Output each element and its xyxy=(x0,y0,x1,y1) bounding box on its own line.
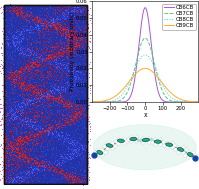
CB9CB xyxy=(142,67,145,70)
CB8CB xyxy=(194,101,196,103)
CB6CB xyxy=(197,101,199,103)
Ellipse shape xyxy=(97,150,103,155)
Y-axis label: Probability (arbitrary units): Probability (arbitrary units) xyxy=(70,12,75,91)
CB6CB xyxy=(175,101,177,103)
Ellipse shape xyxy=(187,153,193,157)
CB7CB xyxy=(96,101,99,103)
CB8CB xyxy=(144,54,146,56)
CB7CB xyxy=(140,43,142,46)
CB9CB xyxy=(194,101,197,103)
Ellipse shape xyxy=(106,144,113,147)
Ellipse shape xyxy=(166,143,173,146)
CB6CB xyxy=(140,27,142,29)
Ellipse shape xyxy=(142,138,149,142)
CB9CB xyxy=(194,101,196,103)
CB6CB xyxy=(194,101,196,103)
CB7CB xyxy=(144,37,146,39)
CB7CB xyxy=(197,101,199,103)
Ellipse shape xyxy=(93,125,196,170)
Ellipse shape xyxy=(130,137,137,141)
CB6CB xyxy=(91,101,93,103)
Ellipse shape xyxy=(117,139,124,143)
CB6CB xyxy=(96,101,99,103)
CB6CB xyxy=(142,9,145,11)
CB8CB xyxy=(194,101,197,103)
X-axis label: χ: χ xyxy=(143,112,147,117)
CB9CB xyxy=(144,67,146,70)
CB8CB xyxy=(175,99,177,101)
CB7CB xyxy=(194,101,196,103)
Ellipse shape xyxy=(177,148,184,151)
CB7CB xyxy=(175,101,177,103)
Line: CB9CB: CB9CB xyxy=(92,68,198,102)
CB7CB xyxy=(142,38,145,40)
CB6CB xyxy=(144,7,146,9)
CB9CB xyxy=(91,101,93,103)
CB9CB xyxy=(96,101,99,103)
CB9CB xyxy=(197,101,199,103)
CB9CB xyxy=(140,68,142,71)
CB8CB xyxy=(140,57,142,59)
Legend: CB6CB, CB7CB, CB8CB, CB9CB: CB6CB, CB7CB, CB8CB, CB9CB xyxy=(162,4,196,29)
Line: CB8CB: CB8CB xyxy=(92,55,198,102)
CB7CB xyxy=(194,101,197,103)
CB6CB xyxy=(194,101,197,103)
CB8CB xyxy=(96,101,99,103)
CB8CB xyxy=(91,101,93,103)
CB9CB xyxy=(175,96,177,98)
CB7CB xyxy=(91,101,93,103)
Ellipse shape xyxy=(154,140,161,143)
Line: CB7CB: CB7CB xyxy=(92,38,198,102)
Line: CB6CB: CB6CB xyxy=(92,8,198,102)
CB8CB xyxy=(197,101,199,103)
CB8CB xyxy=(142,54,145,56)
